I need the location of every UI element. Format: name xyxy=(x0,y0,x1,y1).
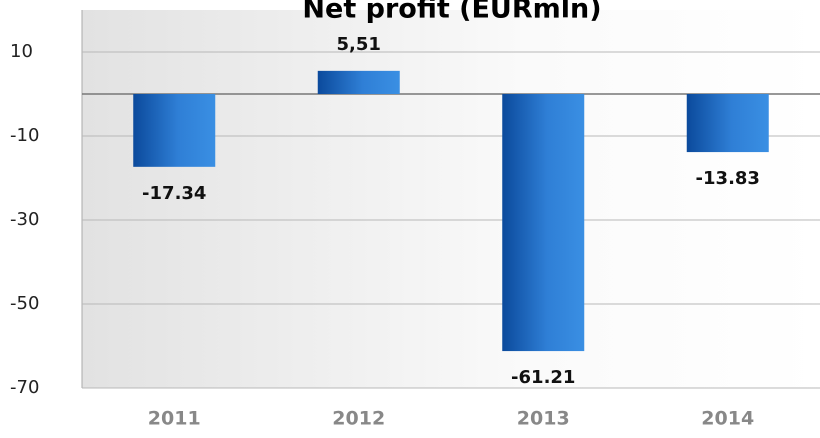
y-tick-label: -50 xyxy=(10,293,39,314)
y-tick-label: 10 xyxy=(10,41,33,62)
x-tick-label: 2013 xyxy=(517,408,570,430)
x-tick-label: 2011 xyxy=(148,408,201,430)
value-label: 5,51 xyxy=(337,34,381,55)
y-tick-label: -70 xyxy=(10,377,39,398)
y-tick-label: -30 xyxy=(10,209,39,230)
y-tick-label: -10 xyxy=(10,125,39,146)
x-tick-label: 2014 xyxy=(701,408,754,430)
chart-title: Net profit (EURmln) xyxy=(302,0,601,25)
bar xyxy=(502,94,585,352)
bar xyxy=(317,70,400,94)
bar xyxy=(686,94,769,153)
plot-area xyxy=(82,10,820,388)
value-label: -61.21 xyxy=(511,367,575,388)
value-label: -17.34 xyxy=(142,183,206,204)
value-label: -13.83 xyxy=(696,168,760,189)
bar xyxy=(133,94,216,167)
x-tick-label: 2012 xyxy=(332,408,385,430)
